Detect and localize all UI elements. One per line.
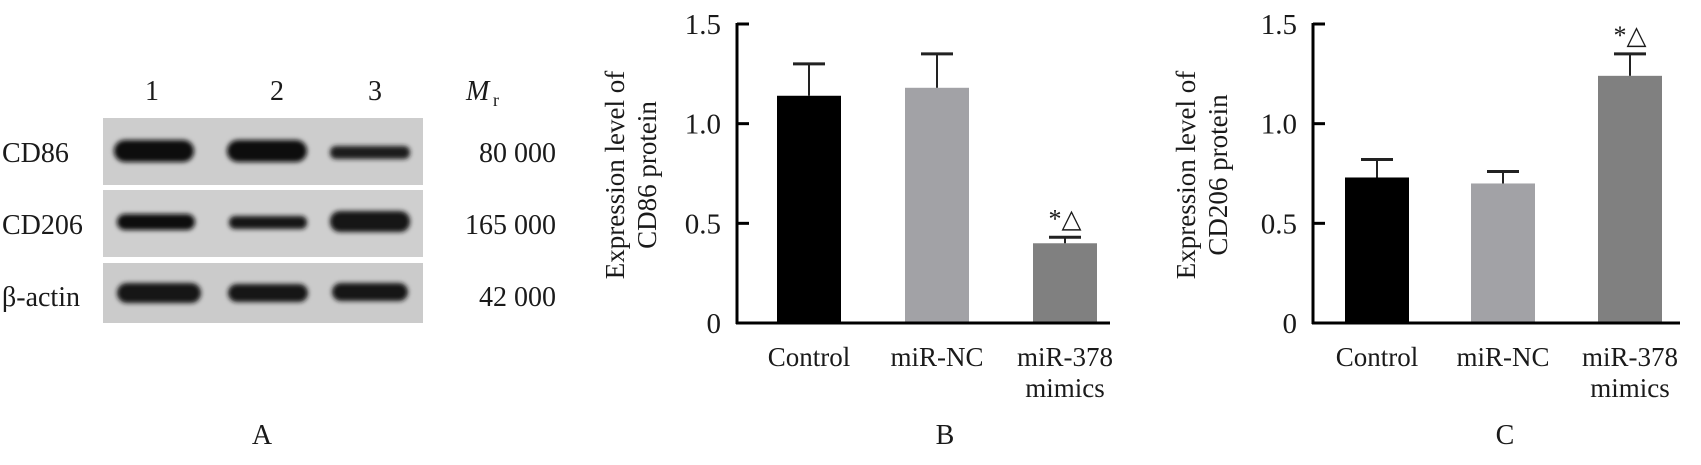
band bbox=[227, 140, 307, 162]
panel-label-a: A bbox=[252, 420, 273, 451]
significance-marker: *△ bbox=[1614, 21, 1647, 50]
bar bbox=[1598, 75, 1662, 324]
x-tick-label: mimics bbox=[1025, 373, 1105, 403]
x-tick-label: miR-NC bbox=[890, 342, 983, 372]
panel-label-c: C bbox=[1496, 420, 1515, 451]
band bbox=[117, 214, 195, 230]
panel-label-b: B bbox=[936, 420, 955, 451]
y-axis-title: CD86 protein bbox=[632, 101, 662, 249]
x-tick-label: mimics bbox=[1590, 373, 1670, 403]
bar bbox=[1471, 183, 1535, 323]
y-tick-label: 1.5 bbox=[1261, 9, 1297, 41]
bar bbox=[1345, 177, 1409, 323]
mw-label: 42 000 bbox=[479, 282, 556, 313]
mw-label: 80 000 bbox=[479, 138, 556, 169]
x-tick-label: miR-378 bbox=[1582, 342, 1678, 372]
significance-marker: *△ bbox=[1049, 204, 1082, 233]
y-axis-title: Expression level of bbox=[600, 71, 630, 279]
y-tick-label: 1.5 bbox=[685, 9, 721, 41]
x-tick-label: Control bbox=[1336, 342, 1419, 372]
band bbox=[117, 283, 201, 303]
protein-label: CD86 bbox=[2, 138, 69, 169]
band bbox=[330, 146, 410, 159]
mw-label: 165 000 bbox=[465, 210, 556, 241]
y-tick-label: 0 bbox=[1283, 308, 1298, 340]
band bbox=[114, 140, 194, 162]
y-tick-label: 1.0 bbox=[1261, 109, 1297, 141]
band bbox=[229, 216, 307, 229]
x-tick-label: miR-NC bbox=[1456, 342, 1549, 372]
bar bbox=[777, 95, 841, 323]
protein-label: β-actin bbox=[2, 282, 80, 313]
y-axis-title: Expression level of bbox=[1171, 71, 1201, 279]
band bbox=[330, 211, 410, 232]
mr-label: M bbox=[465, 76, 491, 107]
western-blot-panel: 1 2 3 M r CD86 CD206 β-actin 80 000 165 … bbox=[2, 76, 556, 323]
bar bbox=[905, 87, 969, 323]
y-tick-label: 0 bbox=[707, 308, 722, 340]
mr-subscript: r bbox=[493, 90, 499, 110]
lane-label: 1 bbox=[145, 76, 159, 107]
lane-label: 2 bbox=[270, 76, 284, 107]
x-tick-label: Control bbox=[768, 342, 851, 372]
x-tick-label: miR-378 bbox=[1017, 342, 1113, 372]
y-tick-label: 0.5 bbox=[1261, 208, 1297, 240]
band bbox=[228, 284, 308, 302]
protein-label: CD206 bbox=[2, 210, 83, 241]
y-axis-title: CD206 protein bbox=[1203, 94, 1233, 256]
y-tick-label: 1.0 bbox=[685, 109, 721, 141]
lane-label: 3 bbox=[368, 76, 382, 107]
bar bbox=[1033, 243, 1097, 323]
band bbox=[332, 283, 408, 301]
y-tick-label: 0.5 bbox=[685, 208, 721, 240]
